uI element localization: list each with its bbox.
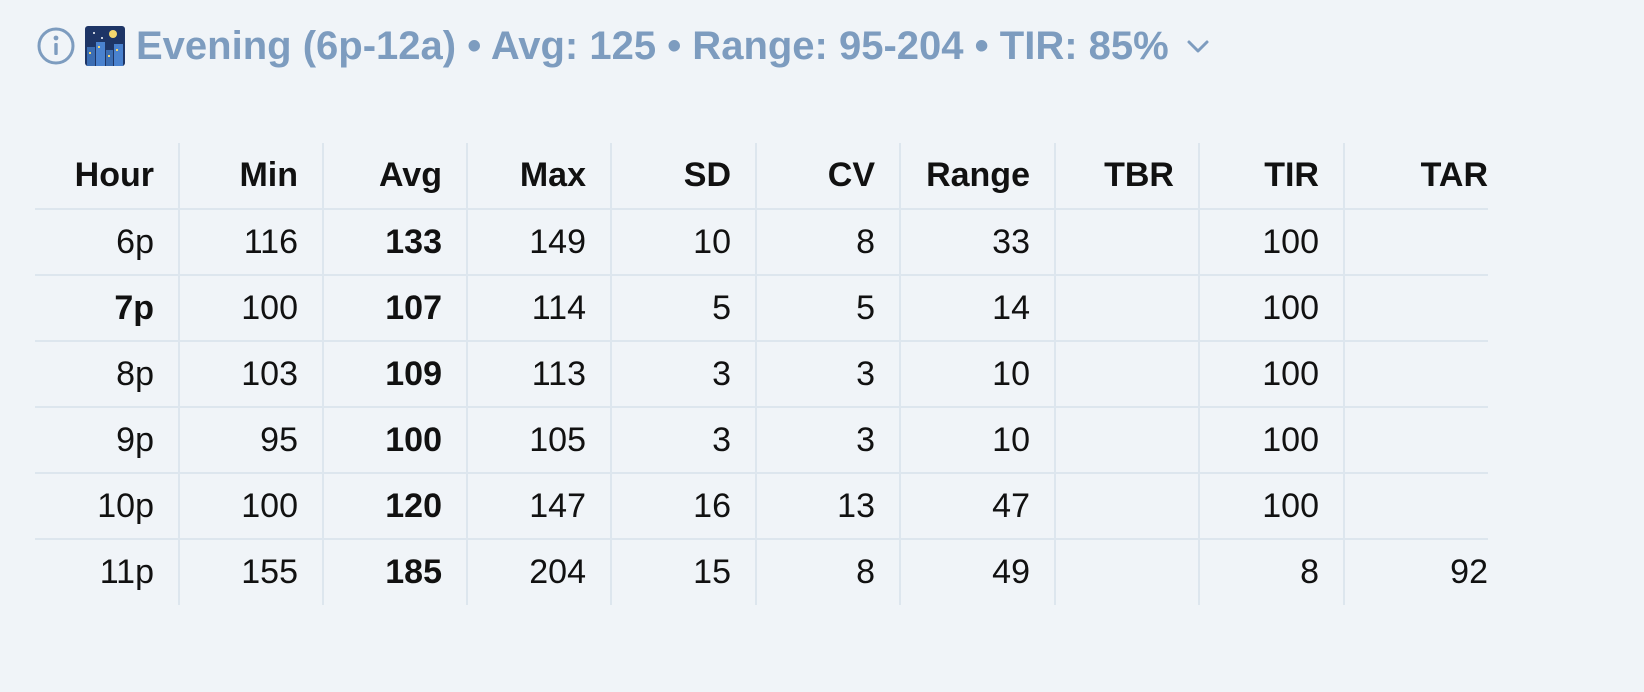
value-cell: 100 (1198, 275, 1344, 342)
value-cell: 204 (466, 539, 611, 605)
column-header: TIR (1198, 143, 1344, 210)
value-cell: 47 (899, 473, 1055, 540)
value-cell: 15 (610, 539, 756, 605)
value-cell: 10 (899, 407, 1055, 474)
value-cell (1054, 209, 1199, 276)
section-title: Evening (6p-12a) • Avg: 125 • Range: 95-… (136, 23, 1169, 68)
value-cell: 10 (610, 209, 756, 276)
column-header: TAR (1343, 143, 1488, 210)
value-cell: 100 (178, 275, 323, 342)
value-cell: 100 (1198, 209, 1344, 276)
table-row: 9p 95 100 105 3 3 10 100 (35, 407, 1488, 474)
value-cell: 92 (1343, 539, 1488, 605)
value-cell (1054, 473, 1199, 540)
table-row: 11p 155 185 204 15 8 49 8 92 (35, 539, 1488, 605)
hour-cell: 8p (35, 341, 179, 408)
value-cell: 3 (755, 407, 900, 474)
value-cell: 100 (1198, 407, 1344, 474)
value-cell: 5 (610, 275, 756, 342)
value-cell: 109 (322, 341, 467, 408)
value-cell: 185 (322, 539, 467, 605)
value-cell: 3 (610, 407, 756, 474)
value-cell: 33 (899, 209, 1055, 276)
value-cell: 107 (322, 275, 467, 342)
value-cell: 149 (466, 209, 611, 276)
value-cell: 49 (899, 539, 1055, 605)
column-header: TBR (1054, 143, 1199, 210)
value-cell: 116 (178, 209, 323, 276)
hour-cell: 9p (35, 407, 179, 474)
expand-chevron[interactable] (1183, 31, 1213, 61)
value-cell: 113 (466, 341, 611, 408)
value-cell: 105 (466, 407, 611, 474)
table-row: 7p 100 107 114 5 5 14 100 (35, 275, 1488, 342)
value-cell: 14 (899, 275, 1055, 342)
value-cell: 100 (322, 407, 467, 474)
value-cell: 120 (322, 473, 467, 540)
value-cell: 100 (1198, 473, 1344, 540)
column-header: Range (899, 143, 1055, 210)
value-cell: 10 (899, 341, 1055, 408)
value-cell (1054, 275, 1199, 342)
value-cell: 133 (322, 209, 467, 276)
value-cell: 16 (610, 473, 756, 540)
table-row: 10p 100 120 147 16 13 47 100 (35, 473, 1488, 540)
value-cell: 95 (178, 407, 323, 474)
value-cell: 100 (1198, 341, 1344, 408)
hour-cell: 6p (35, 209, 179, 276)
value-cell: 8 (1198, 539, 1344, 605)
value-cell (1343, 209, 1488, 276)
hour-cell: 11p (99, 553, 154, 591)
value-cell (1054, 539, 1199, 605)
value-cell: 8 (755, 539, 900, 605)
value-cell: 8 (755, 209, 900, 276)
section-header[interactable]: Evening (6p-12a) • Avg: 125 • Range: 95-… (36, 22, 1213, 70)
value-cell: 155 (178, 539, 323, 605)
value-cell: 5 (755, 275, 900, 342)
value-cell (1343, 407, 1488, 474)
table-row: 6p 116 133 149 10 8 33 100 (35, 209, 1488, 276)
value-cell: 100 (178, 473, 323, 540)
column-header: Max (466, 143, 611, 210)
value-cell (1054, 407, 1199, 474)
hour-cell: 7p (35, 275, 179, 342)
header-row: Hour Min Avg Max SD CV Range TBR TIR TAR (35, 143, 1488, 210)
column-header: SD (610, 143, 756, 210)
info-icon[interactable] (36, 26, 76, 66)
value-cell: 114 (466, 275, 611, 342)
value-cell: 3 (610, 341, 756, 408)
table-row: 8p 103 109 113 3 3 10 100 (35, 341, 1488, 408)
value-cell: 13 (755, 473, 900, 540)
column-header: Min (178, 143, 323, 210)
column-header: CV (755, 143, 900, 210)
value-cell (1343, 275, 1488, 342)
night-city-icon (85, 26, 125, 66)
value-cell: 103 (178, 341, 323, 408)
hourly-stats-table: Hour Min Avg Max SD CV Range TBR TIR TAR 6p 116 133… (35, 143, 1488, 605)
column-header: Hour (35, 143, 179, 210)
column-header: Avg (322, 143, 467, 210)
value-cell (1054, 341, 1199, 408)
value-cell: 147 (466, 473, 611, 540)
value-cell: 3 (755, 341, 900, 408)
table-body: 6p 116 133 149 10 8 33 100 7p 100 107 114 5 5 14 100 8p 1… (35, 209, 1488, 605)
value-cell (1343, 473, 1488, 540)
hour-cell: 10p (35, 473, 179, 540)
value-cell (1343, 341, 1488, 408)
